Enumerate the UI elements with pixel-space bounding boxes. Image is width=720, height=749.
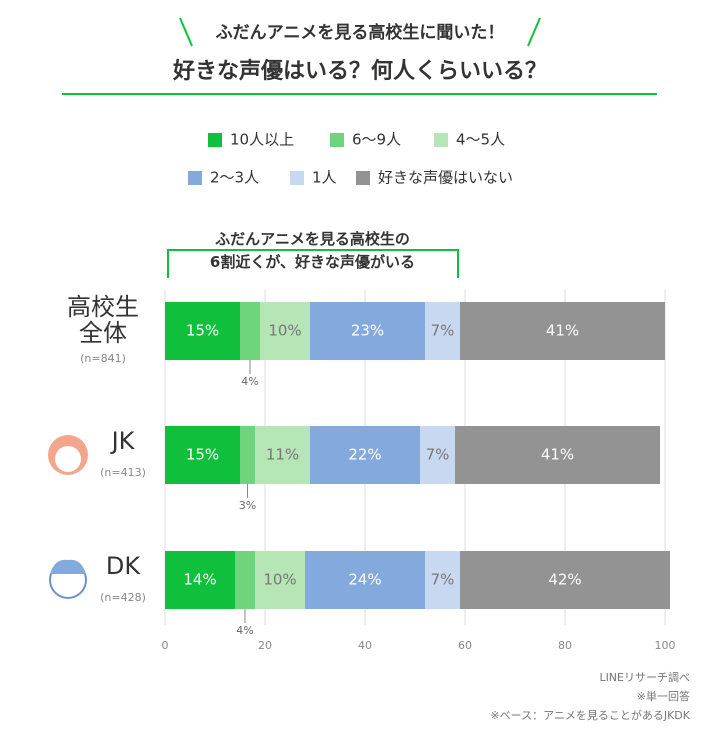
category-note: (n=841) [80,352,126,365]
chart-subtitle: 好きな声優はいる？何人くらいいる？ [172,58,547,84]
legend-swatch [290,171,304,185]
category-note: (n=413) [100,466,146,479]
value-label: 7% [426,446,450,464]
bar-segment [460,302,665,360]
x-tick-label: 40 [358,639,372,652]
legend-swatch [208,133,222,147]
footnote: ※ベース：アニメを見ることがあるJKDK [490,708,690,722]
bar-segment [165,426,240,484]
value-label: 4% [241,375,258,388]
bar-segment [255,426,310,484]
value-label: 42% [548,571,581,589]
bar-segment [165,551,235,609]
footnote: LINEリサーチ調べ [599,670,690,684]
annotation-bracket [167,249,459,278]
value-label: 7% [431,322,455,340]
legend-swatch [356,171,370,185]
category-label: DK [105,552,141,580]
bar-segment [310,426,420,484]
value-label: 11% [266,446,299,464]
bar-segment [240,302,260,360]
x-tick-label: 100 [655,639,676,652]
bar-segment [305,551,425,609]
value-label: 15% [186,322,219,340]
x-tick-label: 60 [458,639,472,652]
value-label: 10% [263,571,296,589]
decor [179,17,193,47]
annotation: ふだんアニメを見る高校生の 6割近くが、好きな声優がいる [209,230,416,271]
value-label: 10% [268,322,301,340]
bar-segment [425,302,460,360]
value-label: 3% [239,499,256,512]
bar-segment [240,426,255,484]
x-tick-label: 80 [558,639,572,652]
bar-segment [455,426,660,484]
value-label: 15% [186,446,219,464]
legend-label: 1人 [312,169,337,187]
legend-label: 好きな声優はいない [378,169,513,187]
value-label: 41% [541,446,574,464]
bar-segment [460,551,670,609]
category-label: 高校生 全体 [67,293,139,347]
legend-label: 10人以上 [230,131,294,149]
footnote: ※単一回答 [637,689,690,703]
category-note: (n=428) [100,591,146,604]
value-label: 41% [546,322,579,340]
bar-segment [235,551,255,609]
bar-segment [310,302,425,360]
dk-hair [50,559,86,574]
legend-label: 6〜9人 [352,131,401,149]
legend-swatch [188,171,202,185]
category-label: JK [111,427,135,455]
jk-face [55,446,81,472]
value-label: 24% [348,571,381,589]
bar-segment [165,302,240,360]
decor [527,17,541,47]
bar-segment [420,426,455,484]
bar-segment [260,302,310,360]
chart-title: ふだんアニメを見る高校生に聞いた！ [216,22,505,43]
legend-label: 2〜3人 [210,169,259,187]
legend-swatch [330,133,344,147]
value-label: 14% [183,571,216,589]
legend-swatch [434,133,448,147]
value-label: 23% [351,322,384,340]
value-label: 4% [236,624,253,637]
bar-segment [255,551,305,609]
value-label: 7% [431,571,455,589]
x-tick-label: 0 [162,639,169,652]
x-tick-label: 20 [258,639,272,652]
legend-label: 4〜5人 [456,131,505,149]
value-label: 22% [348,446,381,464]
bar-segment [425,551,460,609]
